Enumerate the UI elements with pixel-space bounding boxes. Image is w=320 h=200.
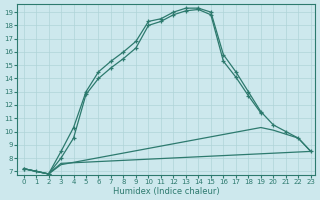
- X-axis label: Humidex (Indice chaleur): Humidex (Indice chaleur): [113, 187, 219, 196]
